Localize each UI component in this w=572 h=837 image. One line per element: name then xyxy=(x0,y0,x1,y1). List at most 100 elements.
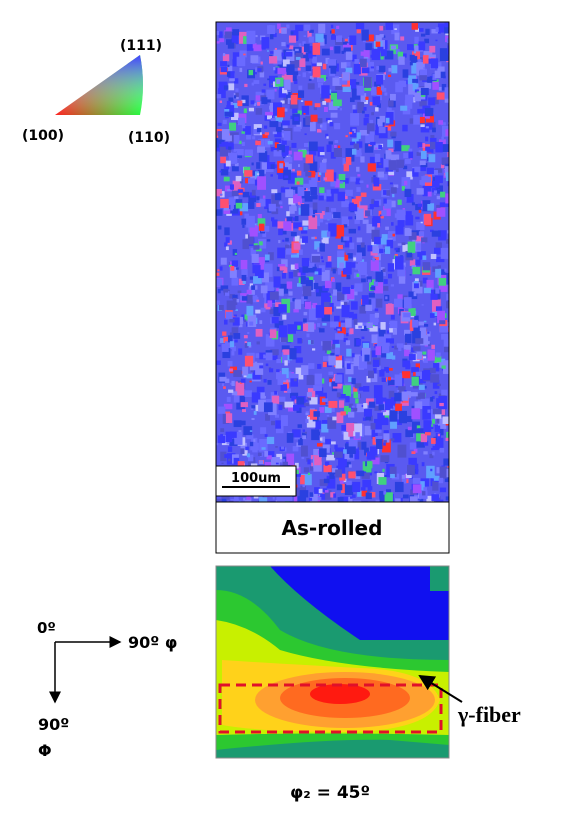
grain xyxy=(308,151,317,156)
grain xyxy=(220,66,228,73)
grain xyxy=(231,190,240,197)
grain xyxy=(381,403,387,410)
grain xyxy=(430,397,434,402)
grain xyxy=(312,302,318,308)
grain xyxy=(365,61,375,72)
grain xyxy=(422,55,429,64)
grain xyxy=(375,107,379,112)
grain xyxy=(223,53,226,57)
grain xyxy=(272,219,278,227)
grain xyxy=(227,446,233,452)
grain xyxy=(365,274,368,278)
grain xyxy=(277,376,284,385)
grain xyxy=(225,311,233,320)
grain xyxy=(319,152,325,156)
grain xyxy=(398,386,406,397)
grain xyxy=(231,102,239,108)
grain xyxy=(420,123,430,133)
grain xyxy=(323,177,327,181)
grain xyxy=(224,242,227,247)
grain xyxy=(347,253,353,259)
grain xyxy=(359,355,368,369)
grain xyxy=(302,429,306,432)
grain xyxy=(344,484,354,496)
grain xyxy=(288,150,292,155)
grain xyxy=(370,260,379,271)
grain xyxy=(312,66,321,78)
grain xyxy=(256,196,260,201)
grain xyxy=(233,420,242,428)
grain xyxy=(329,470,335,479)
grain xyxy=(293,193,303,204)
grain xyxy=(273,276,281,288)
grain xyxy=(332,268,336,274)
grain xyxy=(277,459,282,463)
grain xyxy=(281,459,286,464)
grain xyxy=(426,122,433,130)
grain xyxy=(373,281,379,286)
grain xyxy=(392,433,402,443)
grain xyxy=(267,78,270,81)
grain xyxy=(278,288,284,296)
grain xyxy=(416,351,422,360)
grain xyxy=(312,202,318,210)
grain xyxy=(239,500,245,502)
grain xyxy=(439,428,444,436)
grain xyxy=(386,190,391,196)
grain xyxy=(291,395,297,401)
grain xyxy=(269,291,279,300)
grain xyxy=(240,402,248,408)
grain xyxy=(257,101,261,106)
grain xyxy=(273,49,282,61)
grain xyxy=(361,487,366,492)
grain xyxy=(385,303,394,315)
grain xyxy=(293,378,297,382)
grain xyxy=(402,494,409,499)
grain xyxy=(237,100,243,107)
grain xyxy=(245,234,254,245)
grain xyxy=(357,490,363,497)
grain xyxy=(261,162,268,170)
grain xyxy=(223,403,233,410)
grain xyxy=(352,450,360,460)
grain xyxy=(285,51,293,57)
grain xyxy=(257,214,262,221)
grain xyxy=(229,341,234,348)
grain xyxy=(345,51,353,60)
grain xyxy=(405,342,408,345)
grain xyxy=(233,370,242,378)
grain xyxy=(278,396,286,403)
grain xyxy=(218,304,224,311)
grain xyxy=(389,466,397,478)
grain xyxy=(424,344,428,347)
grain xyxy=(263,125,268,129)
grain xyxy=(430,135,435,140)
grain xyxy=(369,279,378,291)
grain xyxy=(237,461,245,469)
grain xyxy=(281,52,285,57)
grain xyxy=(318,328,325,333)
grain xyxy=(324,490,329,493)
grain xyxy=(347,411,355,418)
grain xyxy=(354,283,363,292)
grain xyxy=(253,44,262,52)
grain xyxy=(323,296,331,303)
grain xyxy=(418,384,425,390)
grain xyxy=(229,184,234,190)
grain xyxy=(430,180,440,188)
grain xyxy=(427,76,433,83)
grain xyxy=(364,143,374,153)
grain xyxy=(263,354,268,359)
grain xyxy=(231,391,238,396)
grain xyxy=(386,330,390,334)
grain xyxy=(361,29,369,41)
grain xyxy=(217,435,226,444)
grain xyxy=(408,291,418,300)
grain xyxy=(421,237,428,243)
grain xyxy=(266,455,272,460)
grain xyxy=(441,157,448,166)
grain xyxy=(337,267,345,275)
grain xyxy=(446,293,449,301)
grain xyxy=(255,95,261,101)
grain xyxy=(383,430,389,434)
